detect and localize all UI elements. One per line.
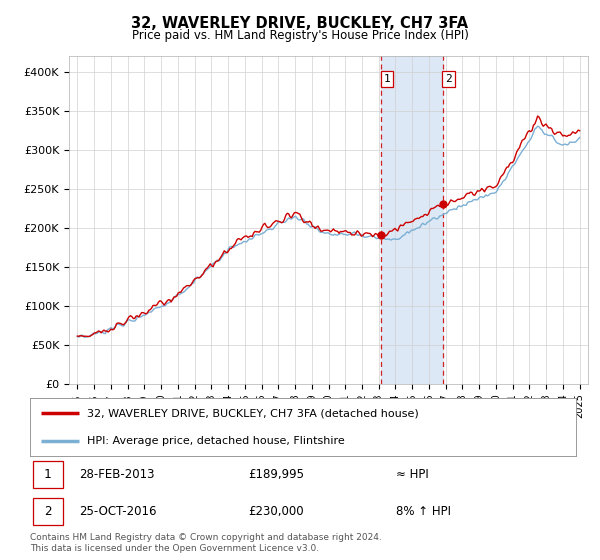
Text: ≈ HPI: ≈ HPI xyxy=(396,468,428,481)
Text: 28-FEB-2013: 28-FEB-2013 xyxy=(79,468,155,481)
Bar xyxy=(381,56,443,384)
Text: £189,995: £189,995 xyxy=(248,468,304,481)
Text: 2: 2 xyxy=(44,505,52,518)
FancyBboxPatch shape xyxy=(33,461,63,488)
Text: HPI: Average price, detached house, Flintshire: HPI: Average price, detached house, Flin… xyxy=(88,436,345,446)
Text: 2: 2 xyxy=(445,74,452,84)
FancyBboxPatch shape xyxy=(33,498,63,525)
Text: 25-OCT-2016: 25-OCT-2016 xyxy=(79,505,157,518)
Text: 32, WAVERLEY DRIVE, BUCKLEY, CH7 3FA (detached house): 32, WAVERLEY DRIVE, BUCKLEY, CH7 3FA (de… xyxy=(88,408,419,418)
Text: 1: 1 xyxy=(384,74,391,84)
Text: 8% ↑ HPI: 8% ↑ HPI xyxy=(396,505,451,518)
Text: Price paid vs. HM Land Registry's House Price Index (HPI): Price paid vs. HM Land Registry's House … xyxy=(131,29,469,42)
Text: 32, WAVERLEY DRIVE, BUCKLEY, CH7 3FA: 32, WAVERLEY DRIVE, BUCKLEY, CH7 3FA xyxy=(131,16,469,31)
Text: Contains HM Land Registry data © Crown copyright and database right 2024.
This d: Contains HM Land Registry data © Crown c… xyxy=(30,533,382,553)
Text: 1: 1 xyxy=(44,468,52,481)
Text: £230,000: £230,000 xyxy=(248,505,304,518)
